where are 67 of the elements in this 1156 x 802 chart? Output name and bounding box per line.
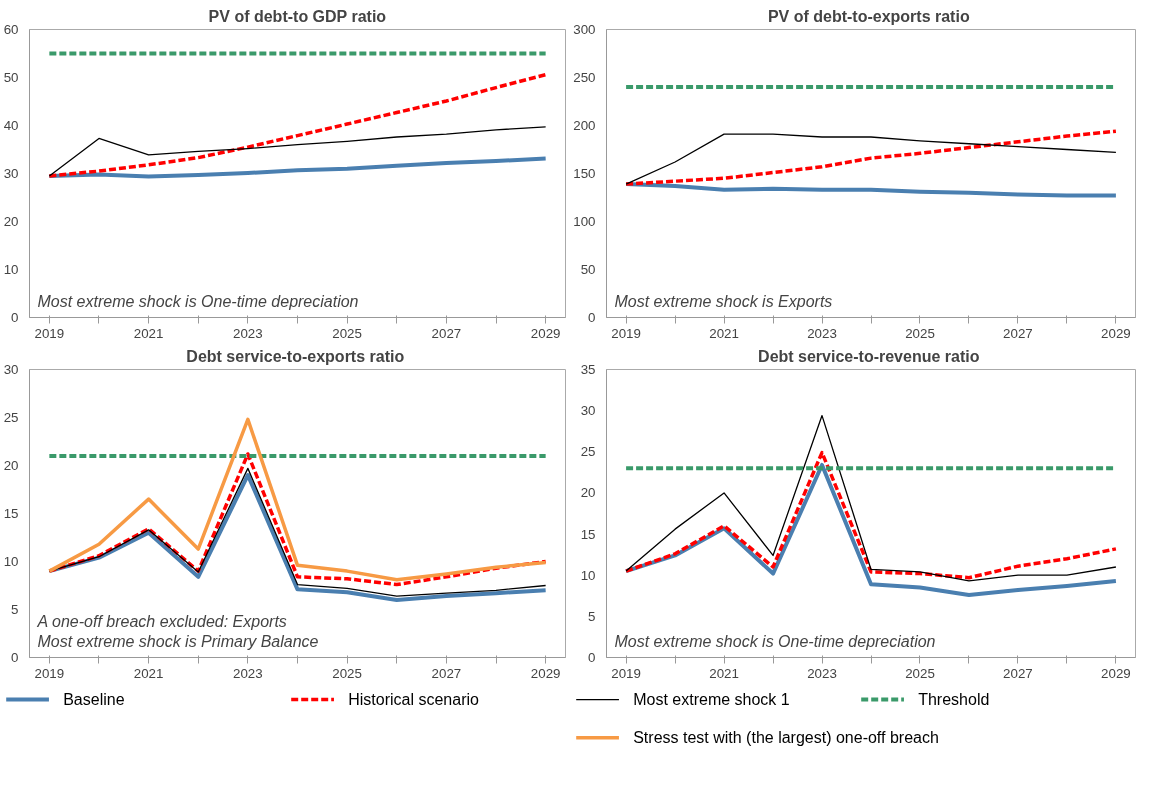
- y-tick-label: 0: [11, 310, 19, 325]
- x-tick-label: 2019: [611, 665, 641, 681]
- chart-title: PV of debt-to GDP ratio: [208, 7, 387, 25]
- x-tick-label: 2023: [233, 325, 263, 341]
- x-tick-label: 2029: [1101, 665, 1131, 681]
- x-tick-label: 2025: [332, 665, 362, 681]
- chart-title: PV of debt-to-exports ratio: [767, 7, 970, 25]
- y-tick-label: 300: [573, 22, 596, 37]
- legend-label: Baseline: [63, 691, 125, 709]
- x-tick-label: 2029: [1101, 325, 1131, 341]
- x-tick-label: 2025: [332, 325, 362, 341]
- y-tick-label: 25: [580, 444, 596, 460]
- x-tick-label: 2019: [34, 665, 65, 681]
- x-tick-label: 2027: [1003, 325, 1033, 341]
- y-tick-label: 5: [588, 608, 596, 624]
- y-tick-label: 100: [573, 214, 596, 229]
- y-tick-label: 0: [11, 650, 19, 665]
- x-tick-label: 2027: [431, 325, 462, 341]
- x-tick-label: 2025: [905, 665, 935, 681]
- legend-label: Stress test with (the largest) one-off breach: [633, 729, 939, 747]
- y-tick-label: 20: [3, 214, 19, 229]
- x-tick-label: 2029: [530, 325, 561, 341]
- y-tick-label: 250: [573, 70, 596, 85]
- y-tick-label: 20: [580, 485, 596, 501]
- chart-title: Debt service-to-revenue ratio: [758, 347, 980, 365]
- y-tick-label: 50: [3, 70, 19, 85]
- y-tick-label: 35: [580, 362, 596, 377]
- annotation: Most extreme shock is Exports: [614, 292, 833, 310]
- x-tick-label: 2029: [530, 665, 561, 681]
- legend-label: Threshold: [918, 691, 990, 709]
- y-tick-label: 30: [3, 166, 19, 181]
- x-tick-label: 2019: [611, 325, 641, 341]
- y-tick-label: 15: [580, 526, 596, 542]
- chart-title: Debt service-to-exports ratio: [186, 347, 405, 365]
- y-tick-label: 10: [3, 554, 19, 569]
- x-tick-label: 2021: [709, 665, 739, 681]
- y-tick-label: 150: [573, 166, 596, 181]
- y-tick-label: 20: [3, 458, 19, 473]
- x-tick-label: 2027: [1003, 665, 1033, 681]
- annotation: Most extreme shock is One-time depreciation: [37, 292, 359, 310]
- y-tick-label: 25: [3, 410, 19, 425]
- x-tick-label: 2021: [133, 665, 164, 681]
- x-tick-label: 2027: [431, 665, 462, 681]
- legend-label: Most extreme shock 1: [633, 691, 790, 709]
- y-tick-label: 30: [3, 362, 19, 377]
- y-tick-label: 10: [580, 567, 596, 583]
- y-tick-label: 200: [573, 118, 596, 133]
- y-tick-label: 0: [588, 650, 596, 665]
- annotation: Most extreme shock is Primary Balance: [37, 632, 319, 650]
- x-tick-label: 2023: [807, 665, 837, 681]
- x-tick-label: 2021: [133, 325, 164, 341]
- annotation: A one-off breach excluded: Exports: [36, 612, 287, 630]
- x-tick-label: 2023: [807, 325, 837, 341]
- y-tick-label: 50: [580, 262, 596, 277]
- x-tick-label: 2019: [34, 325, 65, 341]
- y-tick-label: 15: [3, 506, 19, 521]
- y-tick-label: 0: [588, 310, 596, 325]
- y-tick-label: 5: [11, 602, 19, 617]
- annotation: Most extreme shock is One-time depreciation: [614, 632, 936, 650]
- legend-label: Historical scenario: [348, 691, 480, 709]
- y-tick-label: 10: [3, 262, 19, 277]
- y-tick-label: 60: [3, 22, 19, 37]
- y-tick-label: 40: [3, 118, 19, 133]
- x-tick-label: 2025: [905, 325, 935, 341]
- x-tick-label: 2021: [709, 325, 739, 341]
- y-tick-label: 30: [580, 403, 596, 419]
- x-tick-label: 2023: [233, 665, 263, 681]
